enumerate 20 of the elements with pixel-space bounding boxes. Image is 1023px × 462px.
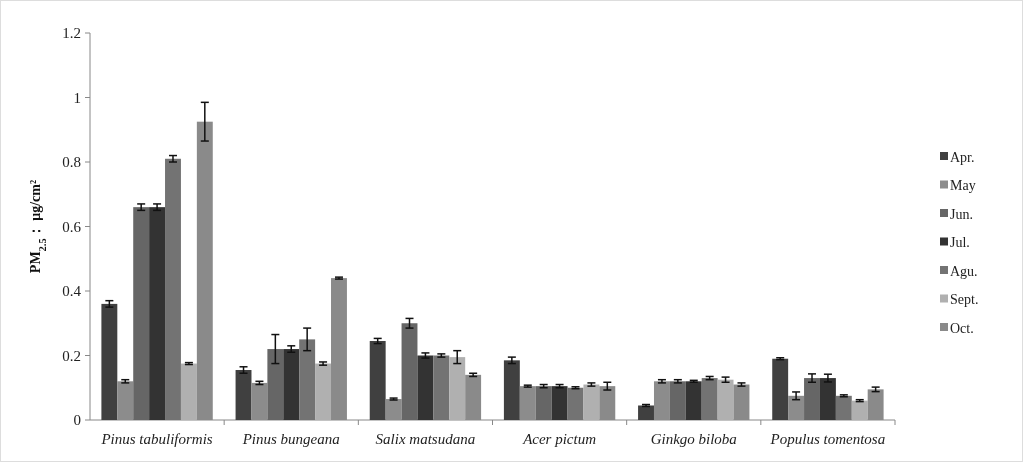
y-tick-label: 0.6 — [62, 218, 82, 235]
legend-label: Jun. — [950, 206, 973, 222]
legend-label: Sept. — [950, 292, 979, 308]
legend-label: May — [950, 178, 976, 194]
x-tick-label: Salix matsudana — [375, 431, 476, 447]
x-tick-label: Acer pictum — [522, 431, 597, 447]
legend-label: Oct. — [950, 320, 974, 336]
legend-label: Apr. — [950, 149, 975, 165]
y-tick-label: 0 — [73, 412, 81, 429]
y-tick-label: 0.4 — [62, 283, 82, 300]
y-tick-label: 1 — [73, 89, 81, 106]
y-tick-label: 0.2 — [62, 347, 81, 364]
y-tick-label: 0.8 — [62, 154, 81, 171]
x-tick-label: Pinus tabuliformis — [100, 431, 213, 447]
x-tick-label: Pinus bungeana — [241, 431, 340, 447]
x-tick-label: Populus tomentosa — [769, 431, 886, 447]
y-tick-label: 1.2 — [62, 25, 81, 42]
x-tick-label: Ginkgo biloba — [650, 431, 737, 447]
legend-label: Jul. — [950, 235, 970, 251]
legend-label: Agu. — [950, 263, 978, 279]
